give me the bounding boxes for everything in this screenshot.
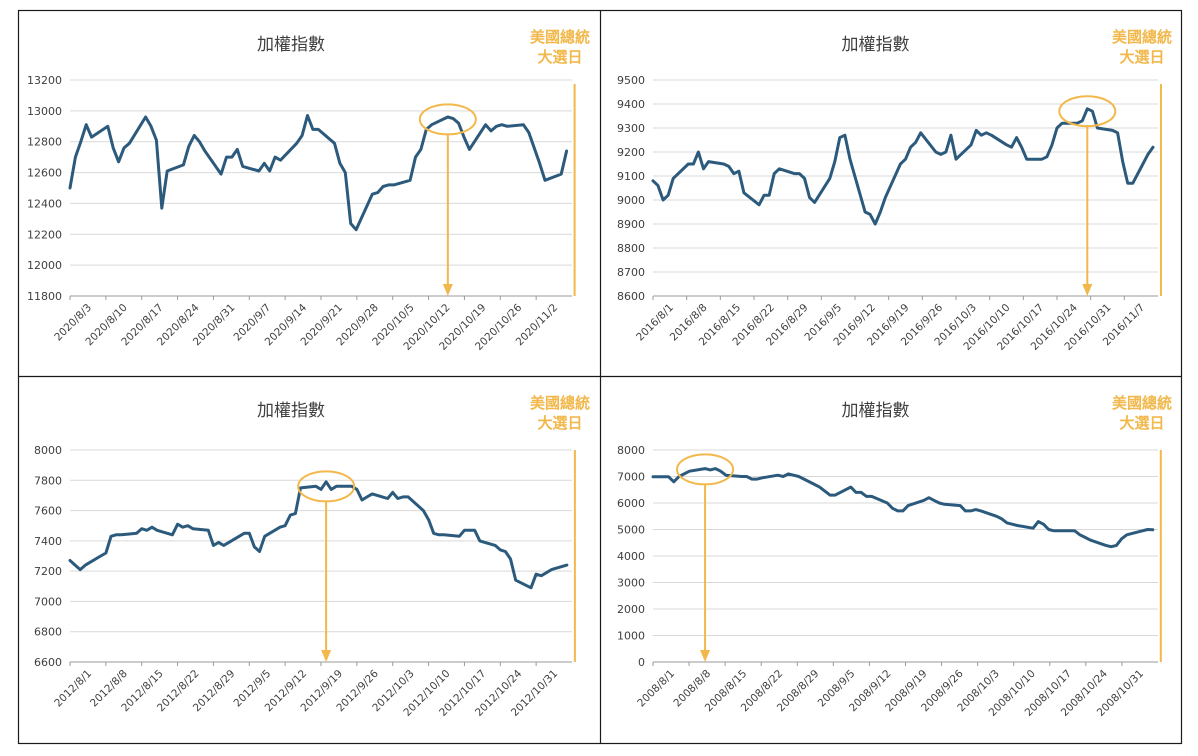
y-tick-label: 12600 xyxy=(27,167,62,180)
highlight-arrow-head xyxy=(321,650,332,662)
x-tick-label: 2008/8/1 xyxy=(635,668,677,710)
y-tick-label: 12400 xyxy=(27,197,62,210)
y-tick-label: 6000 xyxy=(617,497,645,510)
y-tick-label: 13200 xyxy=(27,74,62,87)
y-tick-label: 8700 xyxy=(617,266,645,279)
election-day-label: 美國總統大選日 xyxy=(1112,394,1172,432)
y-tick-label: 0 xyxy=(638,656,645,669)
chart-panel-2020: 加權指數 美國總統大選日 11800 12000 12200 12400 12600 1280… xyxy=(18,10,600,376)
y-tick-label: 11800 xyxy=(27,290,62,303)
y-tick-label: 3000 xyxy=(617,577,645,590)
line-chart: 加權指數 美國總統大選日 11800 12000 12200 12400 12600 1280… xyxy=(27,28,590,353)
y-tick-label: 9200 xyxy=(617,146,645,159)
y-tick-label: 5000 xyxy=(617,524,645,537)
y-tick-label: 6800 xyxy=(34,626,62,639)
highlight-ellipse xyxy=(418,103,477,136)
y-tick-label: 2000 xyxy=(617,603,645,616)
y-tick-label: 12000 xyxy=(27,259,62,272)
election-day-label: 美國總統大選日 xyxy=(1112,28,1172,66)
line-chart: 加權指數 美國總統大選日 6600 6800 7000 7200 7400 7600 7800 8… xyxy=(34,394,590,719)
chart-title: 加權指數 xyxy=(257,35,325,55)
y-tick-label: 6600 xyxy=(34,656,62,669)
y-tick-label: 12800 xyxy=(27,136,62,149)
chart-title: 加權指數 xyxy=(842,401,910,421)
chart-panel-2008: 加權指數 美國總統大選日 0 1000 2000 3000 4000 5000 6000 7000… xyxy=(600,376,1182,744)
y-tick-label: 4000 xyxy=(617,550,645,563)
y-tick-label: 7000 xyxy=(617,471,645,484)
y-tick-label: 7200 xyxy=(34,565,62,578)
y-tick-label: 8800 xyxy=(617,242,645,255)
y-tick-label: 7800 xyxy=(34,474,62,487)
chart-title: 加權指數 xyxy=(842,35,910,55)
chart-title: 加權指數 xyxy=(257,401,325,421)
y-tick-label: 1000 xyxy=(617,630,645,643)
highlight-arrow-head xyxy=(700,650,711,662)
line-chart: 加權指數 美國總統大選日 0 1000 2000 3000 4000 5000 6000 7000… xyxy=(617,394,1172,719)
y-tick-label: 7400 xyxy=(34,535,62,548)
line-chart: 加權指數 美國總統大選日 8600 8700 8800 8900 9000 9100 9200 9… xyxy=(617,28,1172,353)
y-tick-label: 12200 xyxy=(27,228,62,241)
y-tick-label: 13000 xyxy=(27,105,62,118)
y-tick-label: 9300 xyxy=(617,122,645,135)
y-tick-label: 7000 xyxy=(34,595,62,608)
y-tick-label: 9400 xyxy=(617,98,645,111)
y-tick-label: 9500 xyxy=(617,74,645,87)
highlight-arrow-head xyxy=(1082,284,1093,296)
y-tick-label: 9000 xyxy=(617,194,645,207)
y-tick-label: 8000 xyxy=(34,444,62,457)
y-tick-label: 9100 xyxy=(617,170,645,183)
x-tick-label: 2012/8/1 xyxy=(52,668,94,710)
y-tick-label: 8900 xyxy=(617,218,645,231)
election-day-label: 美國總統大選日 xyxy=(530,394,590,432)
y-tick-label: 8600 xyxy=(617,290,645,303)
chart-panel-2016: 加權指數 美國總統大選日 8600 8700 8800 8900 9000 9100 9200 9… xyxy=(600,10,1182,376)
chart-panel-2012: 加權指數 美國總統大選日 6600 6800 7000 7200 7400 7600 7800 8… xyxy=(18,376,600,744)
index-line xyxy=(651,467,1155,549)
y-tick-label: 7600 xyxy=(34,505,62,518)
y-tick-label: 8000 xyxy=(617,444,645,457)
index-line xyxy=(68,480,569,590)
election-day-label: 美國總統大選日 xyxy=(530,28,590,66)
highlight-arrow-head xyxy=(442,284,453,296)
